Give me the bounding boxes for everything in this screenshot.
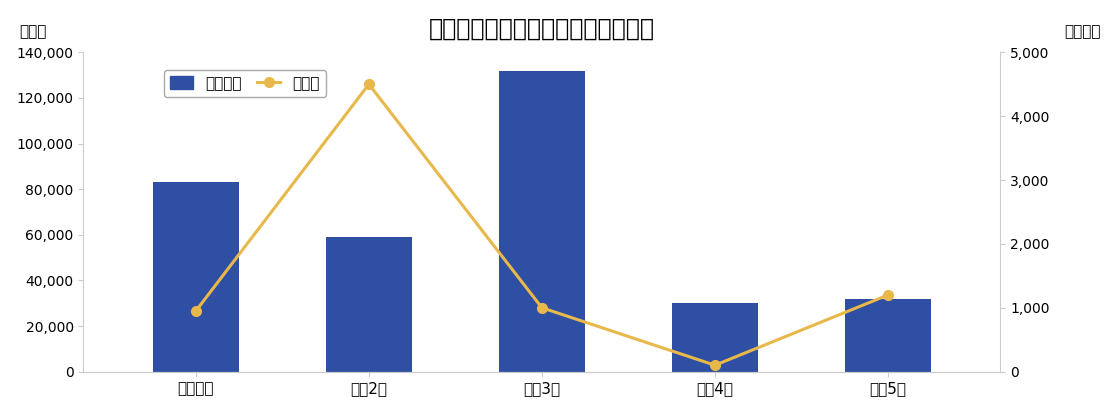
Bar (672, 303, 759, 372)
Legend: 被害人員, 被害額: 被害人員, 被害額 (165, 69, 326, 97)
Bar (499, 71, 585, 372)
Text: （億円）: （億円） (1065, 24, 1101, 40)
Title: 利殖勧誘事犯の被害者数と被害金額: 利殖勧誘事犯の被害者数と被害金額 (429, 17, 655, 40)
Bar (153, 182, 240, 372)
Bar (844, 299, 931, 372)
Text: （人）: （人） (19, 24, 47, 40)
Bar (325, 237, 412, 372)
